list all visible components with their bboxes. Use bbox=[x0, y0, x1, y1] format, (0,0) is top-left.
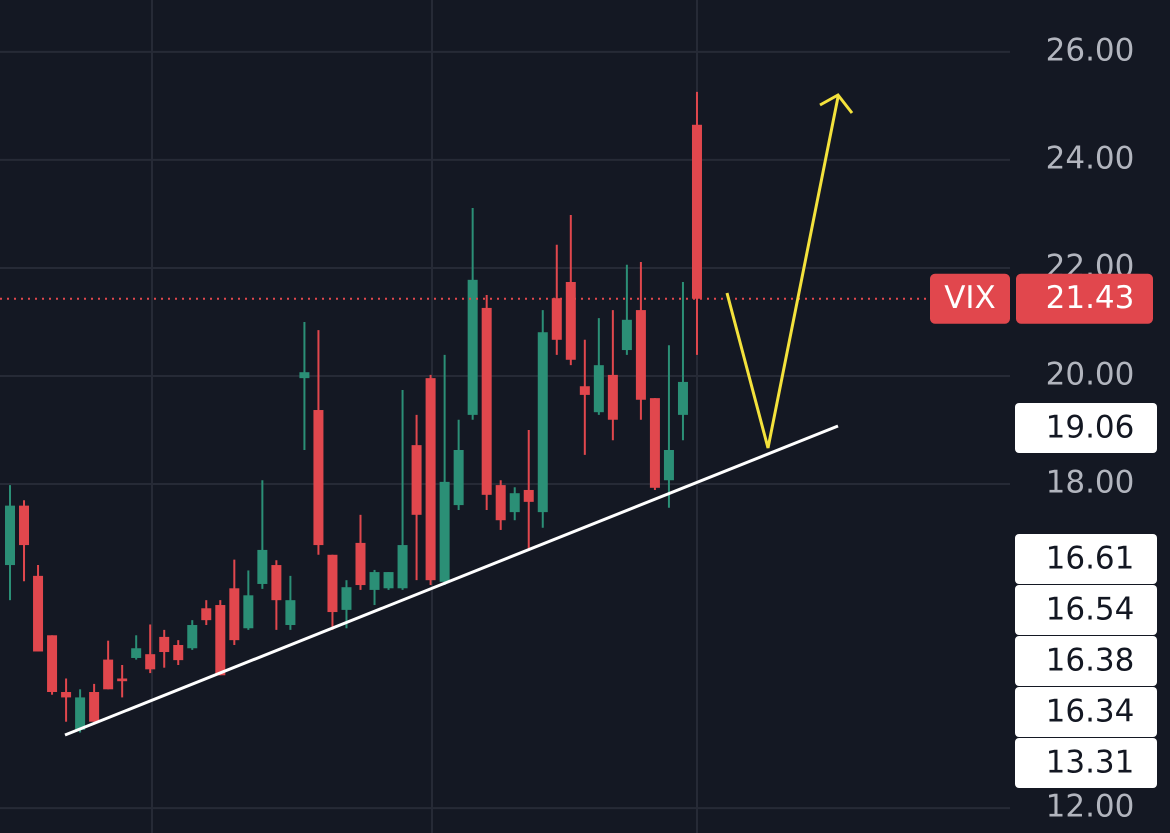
price-badge bbox=[1015, 636, 1157, 686]
candle-body bbox=[89, 692, 100, 722]
candle-body bbox=[369, 572, 380, 590]
candle-body bbox=[131, 648, 142, 658]
candle-body bbox=[439, 481, 450, 582]
drawings bbox=[64, 93, 854, 737]
y-tick-label: 12.00 bbox=[1046, 789, 1135, 825]
candle-body bbox=[551, 298, 562, 340]
candle-body bbox=[593, 365, 604, 413]
price-badge bbox=[1015, 738, 1157, 788]
candle-body bbox=[481, 307, 492, 495]
candle-body bbox=[495, 485, 506, 521]
candle-body bbox=[621, 319, 632, 351]
candle-body bbox=[691, 124, 702, 299]
candle-body bbox=[467, 279, 478, 415]
candle-body bbox=[19, 505, 30, 546]
price-badge bbox=[1015, 534, 1157, 584]
symbol-label: VIX bbox=[944, 280, 996, 316]
price-badge-label: 16.61 bbox=[1046, 541, 1135, 577]
candle-body bbox=[145, 654, 156, 670]
candle-body bbox=[313, 410, 324, 546]
candle-body bbox=[327, 554, 338, 613]
candle-body bbox=[425, 378, 436, 581]
candle-body bbox=[453, 449, 464, 506]
candle-body bbox=[383, 572, 394, 589]
candle-body bbox=[103, 659, 114, 690]
candle-body bbox=[579, 386, 590, 395]
candle-body bbox=[341, 587, 352, 610]
y-tick-label: 24.00 bbox=[1046, 140, 1135, 176]
candle-body bbox=[61, 692, 72, 698]
candle-body bbox=[285, 600, 296, 626]
candle-body bbox=[117, 678, 128, 682]
candle-body bbox=[411, 445, 422, 515]
candle-body bbox=[33, 575, 44, 652]
h-grid bbox=[0, 50, 1010, 810]
candle-body bbox=[271, 565, 282, 601]
candle-body bbox=[201, 608, 212, 621]
candle-body bbox=[565, 281, 576, 360]
y-tick-label: 20.00 bbox=[1046, 356, 1135, 392]
candle-body bbox=[635, 310, 646, 400]
price-badge bbox=[1015, 403, 1157, 453]
candles bbox=[0, 91, 930, 733]
projection-arrow bbox=[725, 96, 840, 449]
candle-body bbox=[159, 636, 170, 653]
candle-body bbox=[537, 332, 548, 513]
y-tick-label: 18.00 bbox=[1046, 465, 1135, 501]
price-badge bbox=[1015, 585, 1157, 635]
candle-body bbox=[173, 645, 184, 661]
candle-body bbox=[649, 398, 660, 488]
price-badge-label: 13.31 bbox=[1046, 745, 1135, 781]
candle-body bbox=[229, 588, 240, 641]
last-price-badge bbox=[1016, 273, 1153, 324]
candle-body bbox=[47, 635, 58, 693]
candle-body bbox=[299, 372, 310, 379]
price-badge bbox=[1015, 687, 1157, 737]
price-badge-label: 16.54 bbox=[1046, 592, 1135, 628]
candle-body bbox=[243, 595, 254, 629]
price-labels: VIX 21.43 19.06 16.61 16.54 16.38 16.34 13.31 bbox=[930, 273, 1157, 788]
trend-line bbox=[64, 424, 839, 737]
candle-body bbox=[257, 549, 268, 584]
candle-body bbox=[663, 449, 674, 481]
candle-body bbox=[509, 493, 520, 513]
candle-body bbox=[5, 505, 15, 566]
candle-body bbox=[397, 545, 408, 589]
price-badge-label: 16.34 bbox=[1046, 694, 1135, 730]
candle-body bbox=[523, 489, 534, 502]
candle-body bbox=[355, 542, 366, 586]
y-tick-label: 26.00 bbox=[1046, 32, 1135, 68]
candle-body bbox=[677, 381, 688, 415]
candle-body bbox=[607, 374, 618, 420]
last-price-label: 21.43 bbox=[1046, 280, 1135, 316]
price-badge-label: 16.38 bbox=[1046, 643, 1135, 679]
symbol-badge bbox=[930, 273, 1010, 324]
price-badge-label: 19.06 bbox=[1046, 410, 1135, 446]
candle-body bbox=[215, 605, 226, 676]
arrow-head bbox=[819, 93, 854, 114]
candle-body bbox=[187, 625, 198, 649]
candle-body bbox=[75, 697, 86, 730]
